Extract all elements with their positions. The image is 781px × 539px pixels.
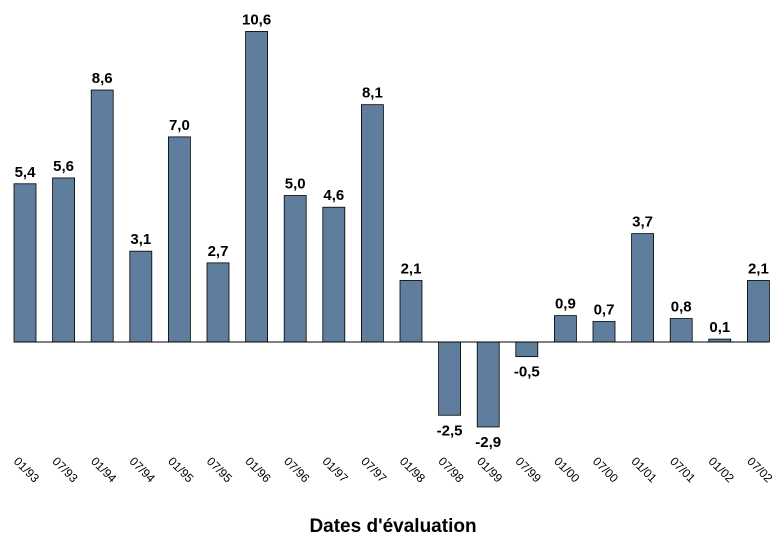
bar-07/02 <box>747 280 770 343</box>
value-label-07/95: 2,7 <box>208 243 229 260</box>
bar-07/00 <box>592 321 616 343</box>
value-labels-group: 5,4 5,6 8,6 3,1 7,0 2,7 10,6 5,0 4,6 8,1 2,1 -2,5 -2… <box>15 11 769 451</box>
value-label-07/94: 3,1 <box>130 231 151 248</box>
x-tick-07/97: 07/97 <box>358 454 389 485</box>
value-label-07/93: 5,6 <box>53 158 74 175</box>
bar-07/94 <box>129 250 153 343</box>
x-tick-01/00: 01/00 <box>551 454 582 485</box>
value-label-07/01: 0,8 <box>671 299 692 316</box>
value-label-01/96: 10,6 <box>242 11 271 28</box>
x-tick-01/01: 01/01 <box>628 454 659 485</box>
x-tick-01/93: 01/93 <box>11 454 42 485</box>
x-tick-01/95: 01/95 <box>165 454 196 485</box>
value-label-01/97: 4,6 <box>323 187 344 204</box>
value-label-01/93: 5,4 <box>15 164 37 181</box>
x-tick-01/96: 01/96 <box>242 454 273 485</box>
value-label-07/97: 8,1 <box>362 85 383 102</box>
value-label-01/99: -2,9 <box>475 434 501 451</box>
bar-01/00 <box>554 315 577 343</box>
x-tick-07/95: 07/95 <box>204 454 235 485</box>
bar-07/98 <box>438 341 462 416</box>
bar-01/99 <box>476 341 500 428</box>
bar-07/95 <box>206 262 230 343</box>
value-label-07/96: 5,0 <box>285 176 306 193</box>
x-tick-07/99: 07/99 <box>513 454 544 485</box>
x-tick-07/00: 07/00 <box>590 454 621 485</box>
bar-01/96 <box>245 31 269 343</box>
value-label-01/00: 0,9 <box>555 296 576 313</box>
value-label-01/95: 7,0 <box>169 117 190 134</box>
x-tick-01/98: 01/98 <box>397 454 428 485</box>
bar-01/95 <box>167 136 191 343</box>
value-label-07/00: 0,7 <box>594 301 615 318</box>
bars-group <box>13 31 770 428</box>
bar-07/99 <box>515 341 539 358</box>
x-tick-07/01: 07/01 <box>667 454 698 485</box>
bar-01/97 <box>322 206 346 343</box>
x-tick-07/94: 07/94 <box>127 454 158 485</box>
bar-01/98 <box>399 280 423 343</box>
bar-07/93 <box>52 177 75 343</box>
x-tick-01/97: 01/97 <box>320 454 351 485</box>
value-label-07/02: 2,1 <box>748 260 769 277</box>
value-label-01/94: 8,6 <box>92 70 113 87</box>
bar-01/01 <box>631 233 654 343</box>
x-tick-01/94: 01/94 <box>88 454 119 485</box>
bar-07/96 <box>283 195 307 343</box>
x-tick-labels-group: 01/93 07/93 01/94 07/94 01/95 07/95 01/96 07/96… <box>11 454 776 485</box>
x-tick-07/96: 07/96 <box>281 454 312 485</box>
x-axis-title: Dates d'évaluation <box>309 516 476 537</box>
value-label-07/99: -0,5 <box>514 364 540 381</box>
bar-01/94 <box>90 89 114 343</box>
bar-07/01 <box>669 318 693 343</box>
value-label-01/01: 3,7 <box>632 214 653 231</box>
x-tick-07/98: 07/98 <box>435 454 466 485</box>
value-label-07/98: -2,5 <box>437 422 463 439</box>
x-tick-01/02: 01/02 <box>706 454 737 485</box>
bar-01/93 <box>13 183 37 343</box>
value-label-01/98: 2,1 <box>401 260 422 277</box>
value-label-01/02: 0,1 <box>709 319 730 336</box>
x-tick-07/02: 07/02 <box>744 454 775 485</box>
x-tick-01/99: 01/99 <box>474 454 505 485</box>
x-tick-07/93: 07/93 <box>49 454 80 485</box>
bar-07/97 <box>360 104 384 343</box>
